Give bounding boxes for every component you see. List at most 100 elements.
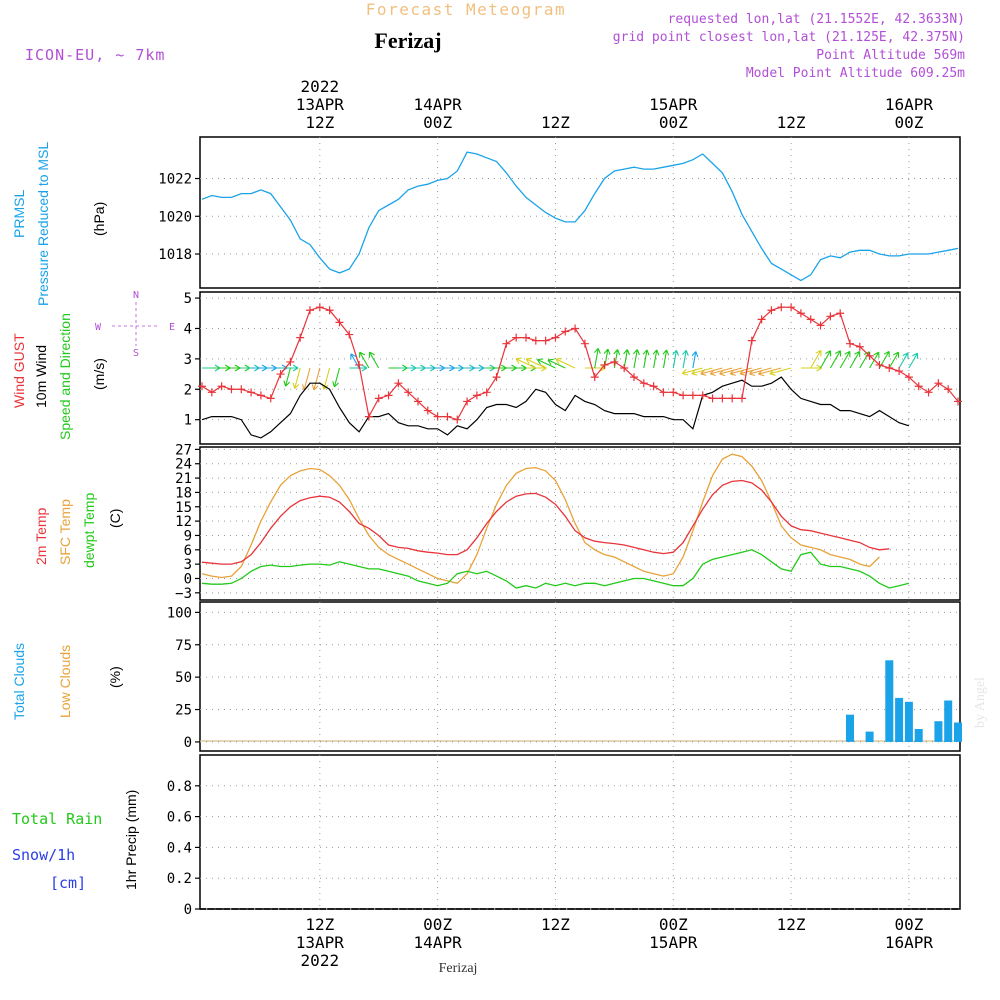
gust-marker: [551, 333, 560, 342]
gust-marker: [767, 306, 776, 315]
wind-panel: 1 2 3 4 5 Wind GUST 10m Wind Speed and Direc…: [11, 290, 962, 445]
temp2m-line: [201, 479, 890, 565]
clouds-y-ticks: 0 25 50 75 100: [167, 605, 200, 751]
gust-marker: [590, 373, 599, 382]
gust-marker: [846, 339, 854, 348]
temp-label-dewpt: dewpt Temp: [81, 493, 97, 568]
gust-marker: [384, 391, 393, 400]
clouds-label-low: Low Clouds: [57, 645, 73, 718]
precip-label-cm: [cm]: [50, 874, 86, 892]
y-tick-label: 0.4: [167, 840, 192, 856]
gust-marker: [836, 309, 845, 318]
gust-marker: [669, 388, 678, 397]
precip-label-rain: Total Rain: [12, 810, 102, 828]
y-tick-label: 1020: [158, 209, 192, 225]
gust-marker: [816, 321, 825, 330]
time-label: 12Z: [541, 113, 570, 132]
time-label: 00Z: [894, 113, 923, 132]
gust-marker: [934, 379, 943, 388]
gust-marker: [914, 382, 923, 391]
cloud-bar: [846, 714, 854, 742]
cloud-bar: [944, 700, 953, 742]
wind-arrow: [292, 367, 301, 389]
gust-marker: [335, 318, 344, 327]
gust-marker: [453, 415, 462, 424]
clouds-frame: [199, 601, 961, 752]
gust-marker: [286, 357, 295, 366]
gust-marker: [512, 333, 521, 342]
cloud-bar: [914, 729, 923, 742]
wind10-line: [201, 376, 910, 439]
gust-marker: [620, 364, 629, 372]
gust-marker: [561, 327, 570, 336]
gust-marker: [423, 406, 432, 415]
gust-marker: [364, 412, 373, 421]
gust-marker: [266, 394, 275, 403]
y-tick-label: 18: [175, 485, 192, 501]
gust-marker: [865, 351, 874, 360]
gust-marker: [482, 388, 491, 397]
y-tick-label: 75: [175, 638, 192, 654]
gust-marker: [954, 397, 962, 406]
wind-direction-arrows: [202, 347, 919, 391]
clouds-unit: (%): [107, 666, 123, 688]
gust-marker: [747, 336, 756, 345]
wind-arrow: [672, 349, 680, 369]
gust-marker: [374, 394, 383, 403]
wind-arrow: [536, 358, 556, 369]
time-label: 12Z: [777, 915, 806, 934]
wind-arrow: [301, 367, 311, 391]
precip-unit: 1hr Precip (mm): [123, 790, 139, 890]
pressure-panel: 1018 1020 1022 PRMSL Pressure Reduced to M…: [11, 136, 961, 306]
gust-marker: [472, 391, 481, 400]
cloud-bar: [934, 721, 943, 742]
time-label: 00Z: [423, 915, 452, 934]
wind-arrow: [691, 351, 699, 369]
wind-arrow: [547, 358, 566, 369]
precip-panel: 0 0.2 0.4 0.6 0.8 Total Rain Snow/1h [cm] 1h…: [12, 754, 961, 918]
gust-marker: [777, 303, 786, 312]
y-tick-label: 1022: [158, 172, 192, 188]
y-tick-label: 1: [184, 413, 192, 429]
wind-arrow: [632, 349, 640, 369]
gust-marker: [904, 373, 913, 382]
gust-marker: [580, 339, 589, 348]
pressure-frame: [199, 136, 961, 289]
time-label: 14APR: [414, 933, 463, 952]
y-tick-label: 3: [184, 352, 192, 368]
wind-arrow: [283, 367, 291, 387]
y-tick-label: 0.6: [167, 810, 192, 826]
y-tick-label: 5: [184, 291, 192, 307]
gust-marker: [345, 330, 354, 339]
gust-marker: [855, 342, 864, 351]
wind-label-speed-dir: Speed and Direction: [57, 313, 73, 440]
pressure-line: [201, 151, 959, 282]
gust-marker: [708, 394, 717, 403]
y-tick-label: 21: [175, 471, 192, 487]
gust-marker: [826, 312, 835, 321]
time-label: 16APR: [885, 933, 934, 952]
wind-y-ticks: 1 2 3 4 5: [184, 291, 200, 429]
time-label: 15APR: [649, 933, 698, 952]
gust-marker: [796, 309, 805, 318]
cloud-bar: [895, 697, 904, 742]
gust-marker: [875, 360, 884, 369]
wind-arrow: [888, 351, 900, 369]
gust-marker: [531, 336, 540, 345]
gust-marker: [355, 360, 364, 369]
model-label: ICON-EU, ~ 7km: [25, 46, 165, 64]
wind-arrow: [849, 350, 861, 369]
wind-arrow: [332, 367, 341, 388]
gust-marker: [571, 324, 580, 333]
y-tick-label: 15: [175, 500, 192, 516]
chart-title: Forecast Meteogram: [366, 0, 566, 19]
wind-arrow: [719, 367, 743, 377]
time-label: 16APR: [885, 95, 934, 114]
y-tick-label: −3: [175, 586, 192, 602]
cloud-bar: [865, 731, 874, 742]
pressure-label-msl: Pressure Reduced to MSL: [35, 142, 51, 306]
y-tick-label: 4: [184, 321, 192, 337]
y-tick-label: 27: [175, 442, 192, 458]
